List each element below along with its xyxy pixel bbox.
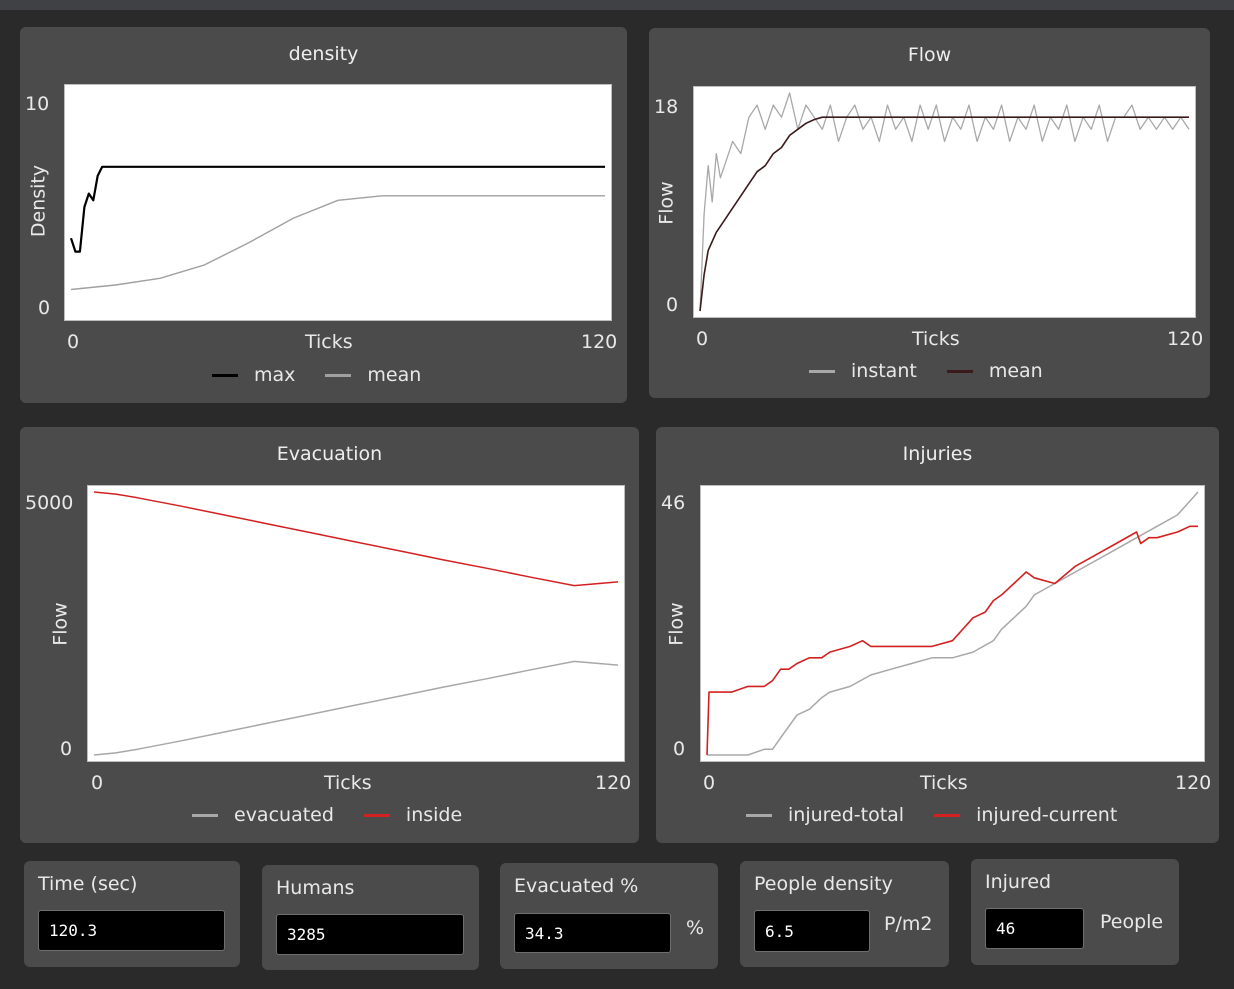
x-axis-label: Ticks — [920, 772, 968, 794]
monitor-label: Injured — [985, 871, 1051, 893]
plot-title: Evacuation — [20, 443, 639, 465]
plot-area[interactable] — [64, 84, 612, 321]
x-axis-label: Ticks — [324, 772, 372, 794]
plot-title: density — [20, 43, 627, 65]
legend-item-injured-total: injured-total — [746, 804, 904, 826]
series-line-max — [71, 167, 605, 252]
plot-canvas — [65, 85, 611, 320]
y-max-label: 46 — [661, 492, 685, 514]
x-axis-label: Ticks — [912, 328, 960, 350]
legend-item-inside: inside — [364, 804, 462, 826]
monitor-unit: P/m2 — [884, 913, 932, 935]
legend-item-instant: instant — [809, 360, 917, 382]
plot-canvas — [701, 486, 1204, 761]
series-line-inside — [94, 492, 618, 586]
legend-label: mean — [367, 364, 421, 386]
monitor-label: Time (sec) — [38, 873, 137, 895]
legend-label: injured-total — [788, 804, 904, 826]
plot-legend: injured-total injured-current — [746, 804, 1117, 826]
y-axis-label: Flow — [666, 602, 688, 647]
plot-canvas — [88, 486, 624, 761]
monitor-injured[interactable]: Injured 46 People — [971, 859, 1179, 965]
series-line-injured-current — [707, 526, 1198, 755]
series-line-evacuated — [94, 661, 618, 755]
plot-area[interactable] — [700, 485, 1205, 762]
series-line-instant — [700, 93, 1189, 311]
y-axis-label: Flow — [656, 181, 678, 226]
y-min-label: 0 — [60, 738, 72, 760]
plot-legend: max mean — [212, 364, 421, 386]
plot-canvas — [694, 87, 1195, 317]
monitor-time[interactable]: Time (sec) 120.3 — [24, 861, 240, 967]
plot-area[interactable] — [87, 485, 625, 762]
y-max-label: 18 — [654, 96, 678, 118]
plot-legend: instant mean — [809, 360, 1043, 382]
x-max-label: 120 — [581, 331, 617, 353]
legend-item-injured-current: injured-current — [934, 804, 1117, 826]
monitor-unit: People — [1100, 911, 1163, 933]
plot-area[interactable] — [693, 86, 1196, 318]
legend-item-max: max — [212, 364, 295, 386]
x-max-label: 120 — [1175, 772, 1211, 794]
y-axis-label: Density — [28, 164, 50, 239]
legend-label: instant — [851, 360, 917, 382]
monitor-label: Evacuated % — [514, 875, 638, 897]
legend-label: max — [254, 364, 295, 386]
legend-label: injured-current — [976, 804, 1117, 826]
monitor-label: Humans — [276, 877, 354, 899]
y-min-label: 0 — [666, 294, 678, 316]
x-max-label: 120 — [1167, 328, 1203, 350]
x-min-label: 0 — [703, 772, 715, 794]
y-min-label: 0 — [673, 738, 685, 760]
y-max-label: 10 — [25, 93, 49, 115]
monitor-value: 120.3 — [38, 910, 225, 951]
legend-item-mean: mean — [325, 364, 421, 386]
injuries-plot-panel[interactable]: Injuries 46 0 Flow 0 Ticks 120 injured-t… — [656, 427, 1219, 843]
plot-legend: evacuated inside — [192, 804, 462, 826]
legend-item-mean: mean — [947, 360, 1043, 382]
monitor-humans[interactable]: Humans 3285 — [262, 865, 479, 970]
legend-item-evacuated: evacuated — [192, 804, 334, 826]
evacuation-plot-panel[interactable]: Evacuation 5000 0 Flow 0 Ticks 120 evacu… — [20, 427, 639, 843]
series-line-injured-total — [707, 492, 1198, 755]
top-bar — [0, 0, 1234, 10]
y-min-label: 0 — [38, 297, 50, 319]
series-line-mean — [71, 196, 605, 290]
x-max-label: 120 — [595, 772, 631, 794]
monitor-evacuated-percent[interactable]: Evacuated % 34.3 % — [500, 863, 718, 969]
monitor-value: 34.3 — [514, 913, 671, 953]
monitor-value: 6.5 — [754, 910, 870, 952]
plot-title: Injuries — [656, 443, 1219, 465]
x-min-label: 0 — [91, 772, 103, 794]
monitor-unit: % — [686, 917, 704, 939]
monitor-value: 46 — [985, 908, 1084, 949]
x-axis-label: Ticks — [305, 331, 353, 353]
monitor-people-density[interactable]: People density 6.5 P/m2 — [740, 861, 949, 967]
monitor-value: 3285 — [276, 914, 464, 955]
x-min-label: 0 — [67, 331, 79, 353]
density-plot-panel[interactable]: density 10 0 Density 0 Ticks 120 max mea… — [20, 27, 627, 403]
legend-label: evacuated — [234, 804, 334, 826]
x-min-label: 0 — [696, 328, 708, 350]
legend-label: inside — [406, 804, 462, 826]
legend-label: mean — [989, 360, 1043, 382]
series-line-mean — [700, 117, 1189, 311]
plot-title: Flow — [649, 44, 1210, 66]
y-max-label: 5000 — [25, 492, 73, 514]
y-axis-label: Flow — [50, 602, 72, 647]
flow-plot-panel[interactable]: Flow 18 0 Flow 0 Ticks 120 instant mean — [649, 28, 1210, 398]
monitor-label: People density — [754, 873, 893, 895]
